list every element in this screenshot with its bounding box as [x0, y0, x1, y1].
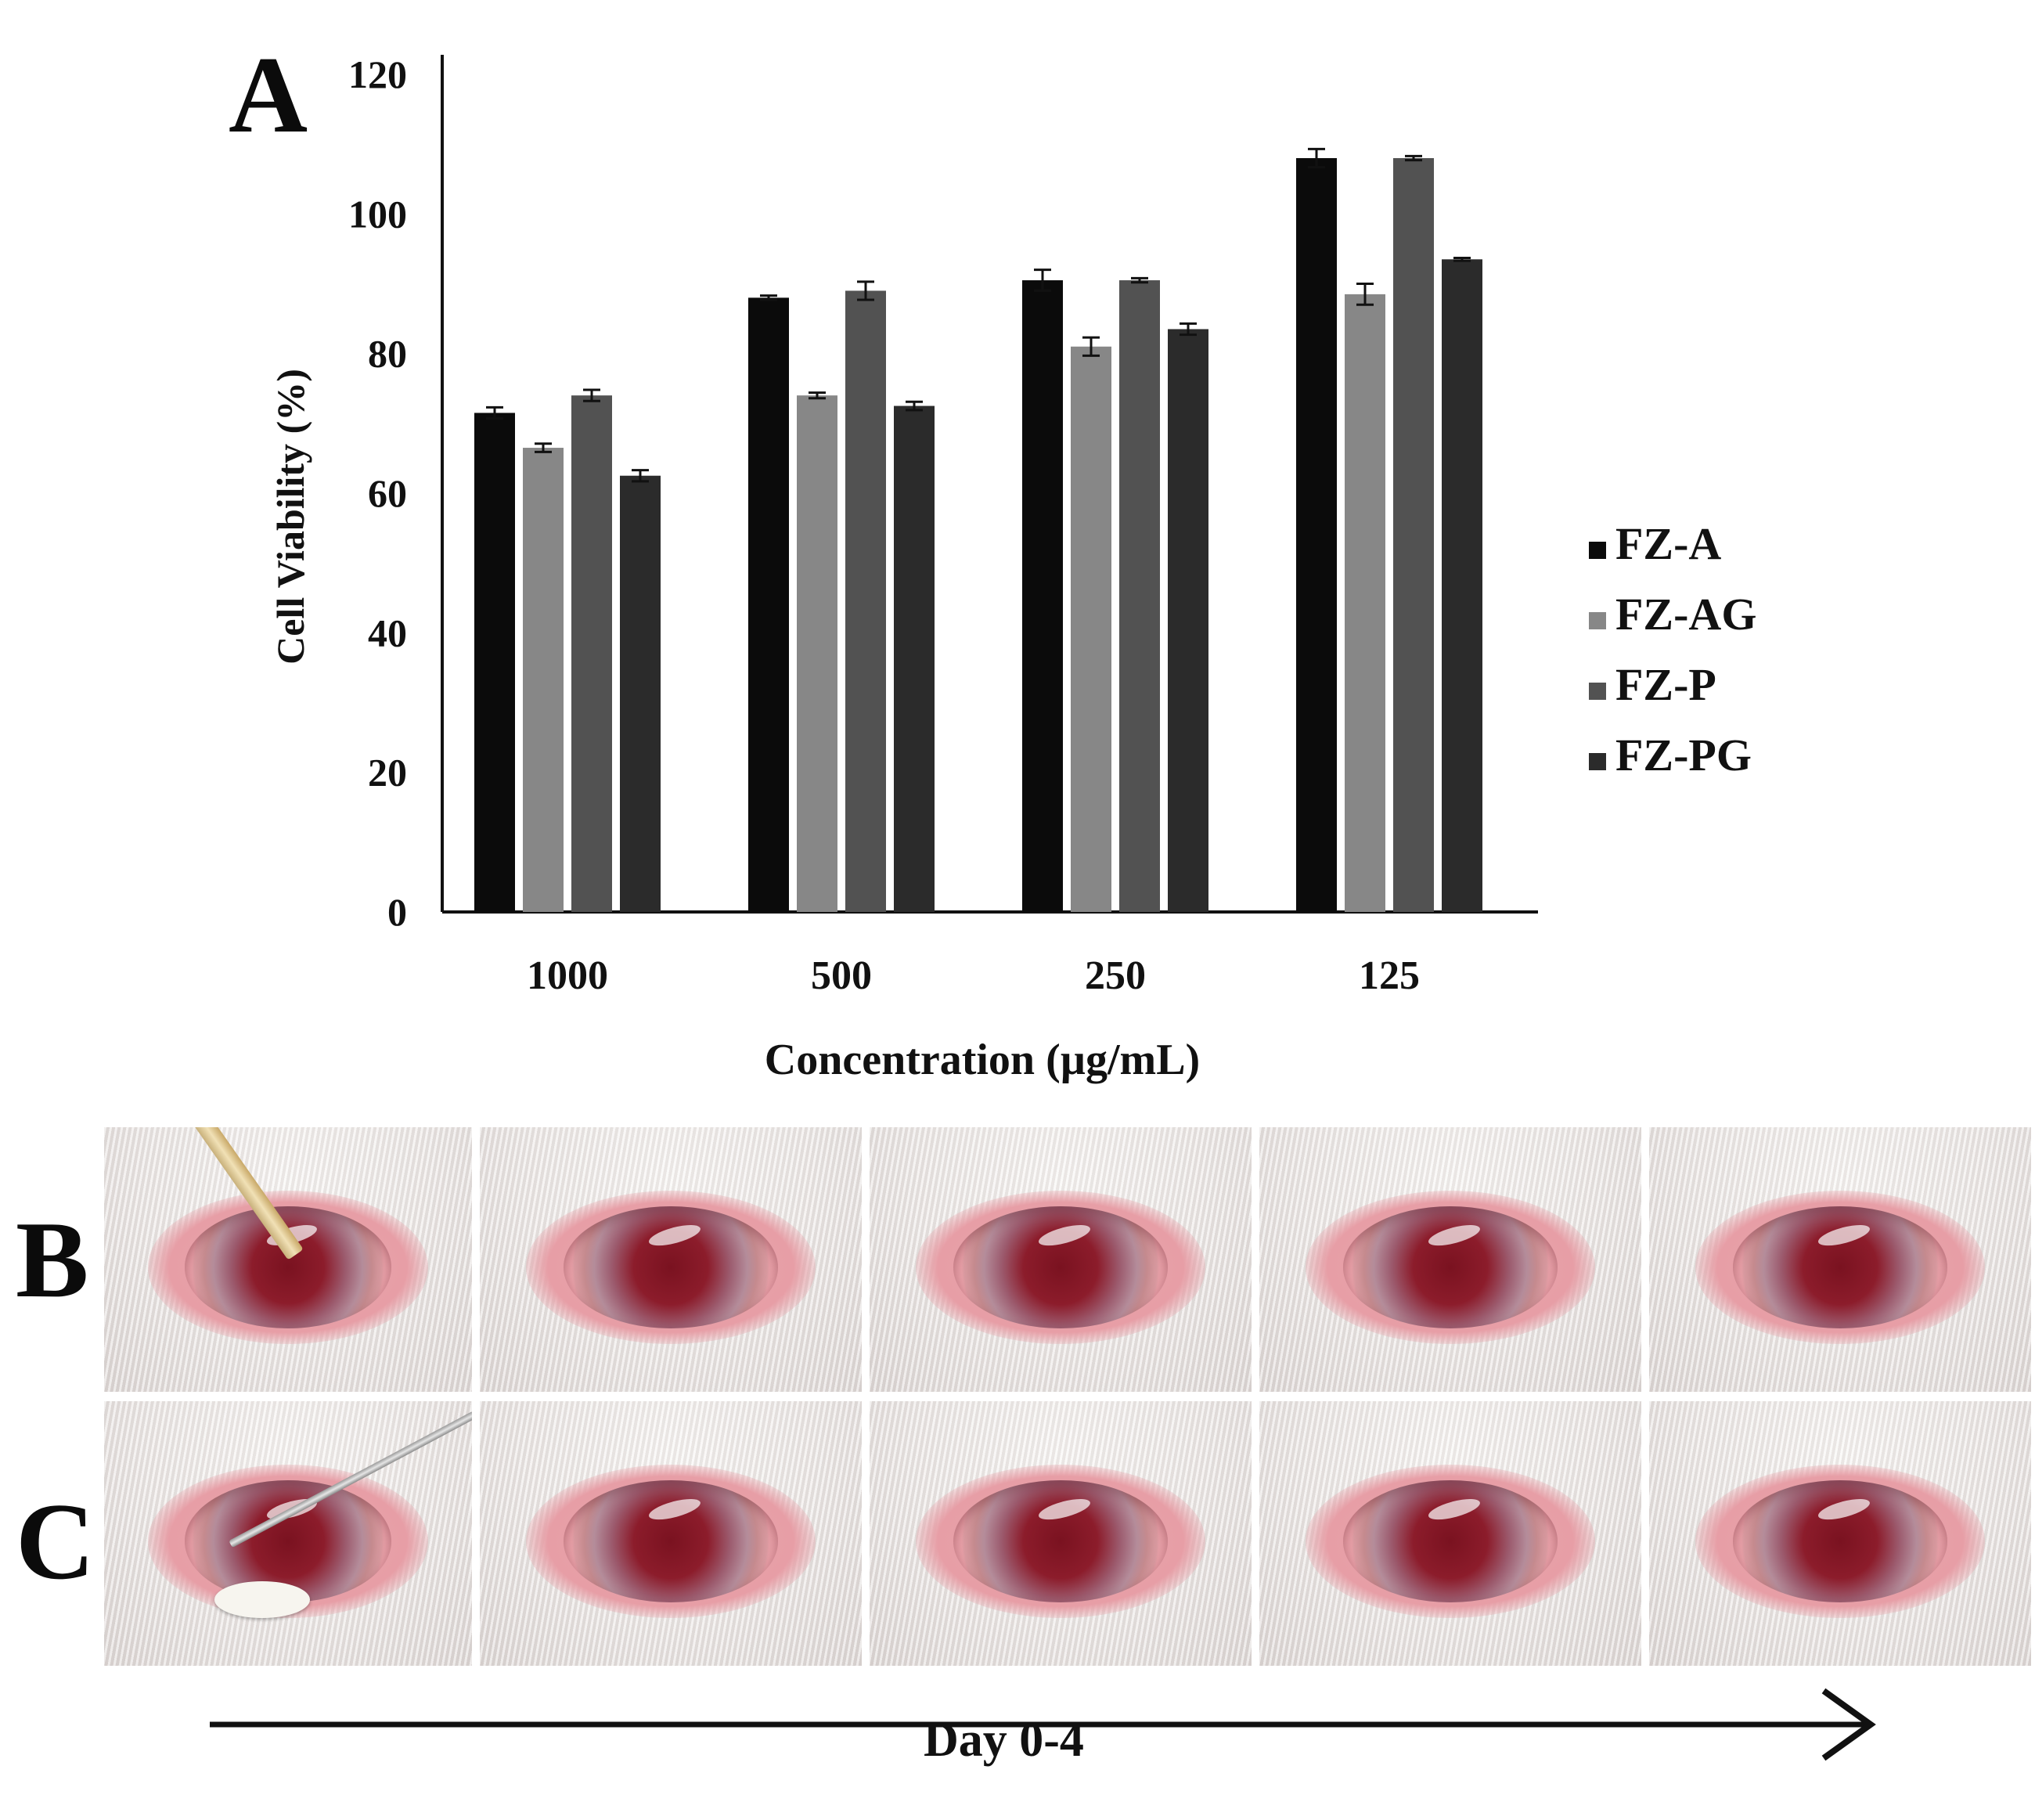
eye-photo-row-b: [104, 1127, 2031, 1392]
y-tick-label: 120: [348, 52, 407, 96]
panel-label-b: B: [16, 1199, 89, 1321]
bar: [1168, 329, 1208, 912]
x-axis-label: Concentration (µg/mL): [765, 1036, 1200, 1084]
legend-swatch: [1589, 753, 1606, 770]
y-tick-label: 80: [368, 332, 407, 376]
eye-photo: [104, 1401, 472, 1666]
bar: [1022, 280, 1063, 913]
eye-photo: [1259, 1127, 1641, 1392]
eye-photo-eye: [1733, 1206, 1947, 1328]
y-tick-label: 60: [368, 471, 407, 515]
legend-swatch: [1589, 683, 1606, 700]
y-axis-label: Cell Viability (%): [268, 369, 312, 665]
bar: [748, 297, 789, 912]
panel-label-c: C: [16, 1481, 95, 1602]
bar: [571, 395, 612, 913]
bar: [1119, 280, 1160, 913]
eye-photo-eye: [564, 1480, 778, 1602]
y-tick-label: 20: [368, 751, 407, 795]
bar: [1393, 158, 1434, 912]
panel-label-a: A: [229, 34, 308, 156]
bar: [1071, 346, 1111, 912]
eye-photo: [1649, 1127, 2031, 1392]
insert-disc: [214, 1580, 311, 1619]
eye-photo: [1649, 1401, 2031, 1666]
eye-photo: [870, 1127, 1252, 1392]
eye-photo-eye: [1343, 1206, 1558, 1328]
eye-photo-row-c: [104, 1401, 2031, 1666]
eye-photo-eye: [953, 1480, 1168, 1602]
bar: [1442, 259, 1482, 913]
eye-photo-eye: [564, 1206, 778, 1328]
legend-entry: FZ-A: [1615, 518, 1721, 569]
y-tick-label: 0: [387, 890, 407, 934]
legend-entry: FZ-PG: [1615, 730, 1752, 780]
legend-swatch: [1589, 542, 1606, 559]
bar: [620, 475, 661, 912]
x-tick-label: 125: [1359, 953, 1420, 998]
eye-photo-eye: [1343, 1480, 1558, 1602]
eye-photo-eye: [953, 1206, 1168, 1328]
y-tick-label: 40: [368, 611, 407, 654]
legend-swatch: [1589, 612, 1606, 629]
eye-photo-eye: [185, 1480, 391, 1602]
eye-photo: [1259, 1401, 1641, 1666]
x-tick-label: 500: [811, 953, 872, 998]
x-tick-label: 250: [1085, 953, 1146, 998]
eye-photo: [480, 1401, 862, 1666]
bar: [1345, 294, 1385, 912]
bar: [474, 413, 515, 912]
legend-entry: FZ-P: [1615, 659, 1716, 710]
bar: [845, 290, 886, 913]
eye-photo: [870, 1401, 1252, 1666]
bar: [523, 448, 564, 912]
x-tick-label: 1000: [527, 953, 608, 998]
legend-entry: FZ-AG: [1615, 589, 1756, 640]
bar: [797, 395, 837, 913]
bar: [1296, 158, 1337, 912]
eye-photo: [480, 1127, 862, 1392]
eye-photo-eye: [185, 1206, 391, 1328]
y-tick-label: 100: [348, 192, 407, 236]
cell-viability-chart: 0 20 40 60 80 100 120 Cell Viability (%) 1000 500…: [268, 52, 1756, 1084]
bar: [894, 405, 935, 912]
eye-photo-eye: [1733, 1480, 1947, 1602]
timeline-label: Day 0-4: [924, 1714, 1084, 1767]
eye-photo: [104, 1127, 472, 1392]
